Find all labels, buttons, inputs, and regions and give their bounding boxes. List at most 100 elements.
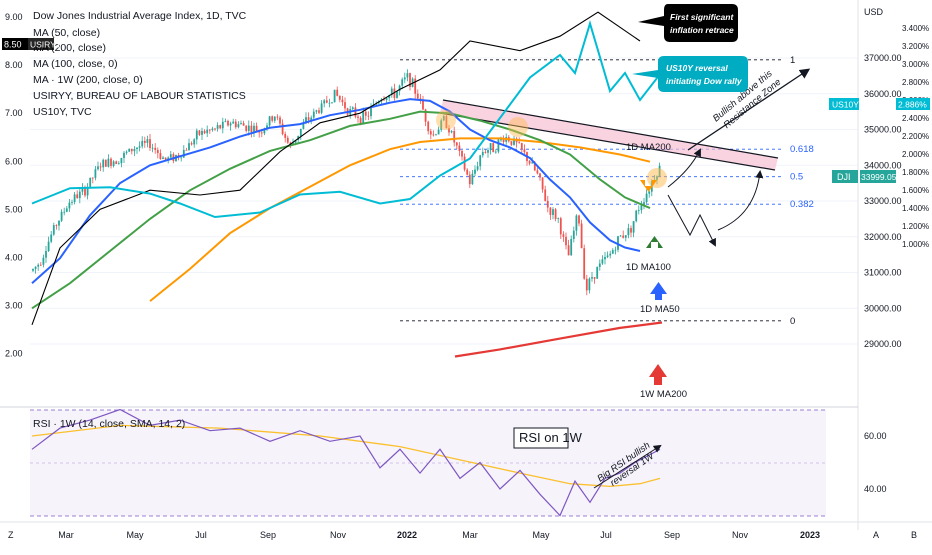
candle-body [224,120,227,122]
candle-body [294,140,297,143]
usiryy-line [31,11,641,325]
candle-body [141,140,144,147]
candle-body [162,157,164,159]
candle-body [362,111,365,124]
legend-ma-1w-200: MA · 1W (200, close, 0) [33,74,143,86]
right-axis-usd-tick: 30000.00 [864,303,902,313]
candle-body [39,264,42,266]
candle-body [572,230,575,240]
left-axis-tick: 4.00 [5,253,23,263]
candle-body [117,163,120,165]
candle-body [471,173,474,185]
candle-body [567,245,570,256]
right-axis-header: USD [864,7,884,17]
candle-body [136,147,138,150]
candle-body [198,130,201,135]
fib-label: 0.5 [790,172,803,183]
candle-body [328,102,331,104]
candle-body [593,277,596,279]
candle-body [416,93,419,99]
candle-body [315,110,318,112]
candle-body [107,158,110,167]
time-axis-tick: Jul [600,530,612,540]
candle-body [494,151,497,153]
ma100-arrow-icon [646,236,663,248]
candle-body [208,129,211,131]
candle-body [216,125,219,129]
candle-body [403,77,406,80]
us10y-price-badge: US10Y 2.886% [829,98,930,110]
label-1d-ma50: 1D MA50 [640,304,680,315]
candle-body [125,151,128,153]
candle-body [437,129,440,135]
candle-body [143,140,146,143]
candle-body [440,120,443,130]
rsi-axis-tick: 60.00 [864,431,887,441]
right-axis-usd-tick: 37000.00 [864,53,902,63]
candle-body [73,194,76,203]
candle-body [388,95,391,99]
candle-body [429,131,432,135]
label-1w-ma200: 1W MA200 [640,389,687,400]
legend-us10y: US10Y, TVC [33,106,92,118]
highlight-circle-1 [436,110,456,130]
candle-body [99,166,102,168]
candle-body [596,266,599,279]
candle-body [214,128,216,130]
left-axis-tick: 3.00 [5,301,23,311]
candle-body [260,132,263,134]
candle-body [432,134,435,136]
candle-body [481,152,484,156]
candle-body [112,161,115,166]
candle-body [42,257,45,265]
candle-body [55,225,58,226]
candle-body [234,121,237,128]
candle-body [442,116,445,121]
candle-body [190,143,193,145]
candle-body [333,89,336,103]
candle-body [242,123,245,126]
candle-body [383,99,385,101]
legend-title: Dow Jones Industrial Average Index, 1D, … [33,10,247,22]
candle-body [266,125,268,129]
right-axis-usd-tick: 29000.00 [864,339,902,349]
candle-body [367,115,370,117]
candle-body [390,88,393,96]
candle-body [557,218,560,220]
candle-body [518,142,521,144]
projection-up-curve [667,148,701,188]
candle-body [338,95,341,100]
candle-body [182,149,185,158]
candle-body [32,268,34,271]
candle-body [583,248,586,279]
candle-body [169,154,172,158]
us10y-reversal-line2: initiating Dow rally [666,76,743,86]
scale-button[interactable]: B [911,530,917,540]
right-axis-pct-tick: 1.600% [902,186,929,195]
dji-badge-value: 33999.05 [861,172,897,182]
usiryy-badge-label: USIRYY [30,40,62,50]
candle-body [398,85,401,92]
us10y-badge-label: US10Y [832,100,859,110]
rsi-axis: 60.00 40.00 [864,431,887,494]
bottom-left-icon[interactable]: Z [8,530,14,540]
candle-body [500,139,502,141]
candle-body [250,125,253,133]
candle-body [487,150,489,153]
right-axis-pct-tick: 2.000% [902,150,929,159]
candle-body [195,130,198,140]
ma100-line [31,110,651,310]
rsi-legend: RSI · 1W (14, close, SMA, 14, 2) [33,418,185,430]
candle-body [154,147,157,150]
candle-body [630,228,632,233]
auto-scale-button[interactable]: A [873,530,879,540]
candle-body [281,123,284,135]
candle-body [458,145,461,152]
candle-body [63,211,66,213]
candle-body [89,177,92,187]
candle-body [128,148,131,152]
candle-body [331,102,333,104]
candle-body [554,209,557,220]
